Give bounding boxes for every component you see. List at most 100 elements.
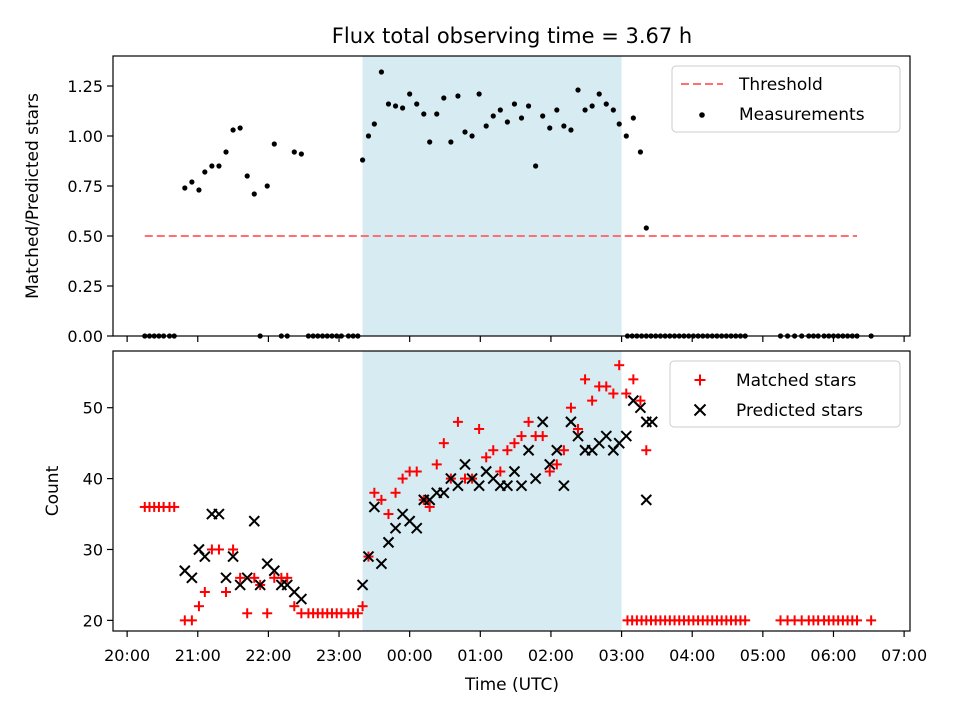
y-tick-label: 0.50 — [67, 227, 103, 246]
data-point-matched — [282, 572, 293, 583]
data-point-matched — [537, 431, 548, 442]
data-point-predicted — [515, 479, 528, 492]
data-point — [427, 139, 433, 145]
data-point — [589, 103, 595, 109]
data-point — [511, 101, 518, 107]
data-point-predicted — [572, 430, 584, 442]
legend-matched-swatch — [694, 374, 706, 386]
data-point-matched — [352, 608, 363, 619]
data-point-predicted — [254, 579, 266, 591]
data-point-matched — [502, 445, 513, 456]
data-point-matched — [544, 466, 555, 477]
data-point — [476, 91, 482, 97]
x-tick-label: 02:00 — [528, 646, 574, 665]
top-y-axis-label: Matched/Predicted stars — [23, 93, 43, 299]
data-point-matched — [242, 608, 253, 619]
data-point — [455, 93, 461, 99]
data-point — [189, 179, 195, 185]
x-tick-label: 20:00 — [104, 646, 150, 665]
data-point-predicted — [501, 479, 514, 492]
x-tick-label: 21:00 — [175, 646, 221, 665]
y-tick-label: 40 — [83, 470, 103, 489]
x-tick-label: 23:00 — [316, 646, 362, 665]
data-point-predicted — [558, 479, 570, 492]
data-point — [616, 121, 622, 127]
top-legend-box — [671, 65, 901, 133]
data-point-matched — [357, 601, 368, 612]
data-point — [525, 103, 532, 109]
bottom-plot-frame — [112, 350, 911, 632]
legend-measurements-swatch — [699, 112, 705, 118]
y-tick-label: 1.00 — [67, 127, 103, 146]
data-point — [643, 225, 649, 231]
data-point-matched — [262, 608, 273, 619]
data-point-predicted — [522, 444, 535, 456]
data-point-matched — [587, 395, 598, 406]
data-point — [182, 185, 188, 191]
top-plot-frame — [112, 55, 911, 337]
data-point-matched — [199, 587, 210, 598]
data-point — [251, 191, 257, 197]
data-point-matched — [369, 487, 380, 498]
data-point-matched — [551, 459, 562, 470]
y-tick-label: 50 — [83, 399, 103, 418]
data-point — [385, 101, 392, 107]
data-point — [223, 149, 229, 155]
data-point — [603, 101, 609, 107]
data-point-predicted — [186, 572, 198, 584]
data-point-predicted — [199, 550, 211, 563]
data-point-predicted — [600, 430, 612, 442]
top-points-layer — [142, 69, 874, 339]
bottom-shaded-span — [362, 351, 622, 631]
x-axis-label: Time (UTC) — [464, 675, 559, 695]
data-point-predicted — [368, 501, 381, 513]
data-point-matched — [740, 615, 751, 626]
bottom-points-layer — [139, 360, 877, 626]
data-point — [637, 149, 644, 155]
data-point — [298, 151, 304, 157]
data-point-matched — [221, 587, 232, 598]
data-point — [630, 115, 636, 121]
data-point — [561, 123, 567, 129]
data-point-predicted — [295, 593, 308, 605]
x-tick-label: 04:00 — [669, 646, 715, 665]
data-point-matched — [390, 487, 401, 498]
x-tick-label: 01:00 — [457, 646, 503, 665]
data-point-matched — [397, 473, 408, 484]
bottom-legend-box — [669, 360, 901, 428]
data-point-matched — [628, 374, 639, 385]
data-point-predicted — [646, 416, 658, 428]
data-point — [371, 121, 377, 127]
data-point-matched — [495, 466, 506, 477]
data-point-matched — [614, 360, 625, 371]
y-tick-label: 0.25 — [67, 277, 103, 296]
data-point-matched — [516, 431, 527, 442]
data-point — [462, 129, 468, 135]
data-point-matched — [452, 416, 463, 427]
data-point-predicted — [382, 536, 395, 549]
data-point-predicted — [565, 416, 577, 428]
data-point-predicted — [544, 458, 556, 471]
data-point — [196, 187, 202, 193]
data-point — [582, 107, 588, 113]
data-point-matched — [376, 494, 387, 505]
data-point-matched — [641, 445, 652, 456]
data-point-matched — [481, 452, 492, 463]
data-point — [518, 115, 525, 121]
bottom-legend: Matched stars Predicted stars — [669, 360, 901, 428]
data-point-matched — [621, 388, 632, 399]
data-point — [202, 169, 208, 175]
data-point-matched — [235, 572, 246, 583]
data-point-matched — [249, 572, 260, 583]
data-point — [490, 113, 496, 119]
data-point-matched — [213, 544, 224, 555]
bottom-y-axis-label: Count — [43, 465, 63, 516]
y-tick-label: 0.75 — [67, 177, 103, 196]
x-tick-label: 03:00 — [599, 646, 645, 665]
legend-measurements-label: Measurements — [739, 105, 865, 125]
data-point — [533, 163, 539, 169]
data-point — [497, 107, 503, 113]
data-point — [230, 127, 236, 133]
data-point — [504, 119, 510, 125]
data-point-matched — [565, 402, 576, 413]
